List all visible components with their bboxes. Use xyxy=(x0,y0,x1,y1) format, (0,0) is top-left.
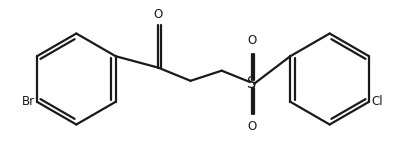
Text: Cl: Cl xyxy=(370,95,382,108)
Text: O: O xyxy=(247,34,256,47)
Text: S: S xyxy=(246,76,256,91)
Text: Br: Br xyxy=(22,95,35,108)
Text: O: O xyxy=(153,8,162,21)
Text: O: O xyxy=(247,120,256,133)
